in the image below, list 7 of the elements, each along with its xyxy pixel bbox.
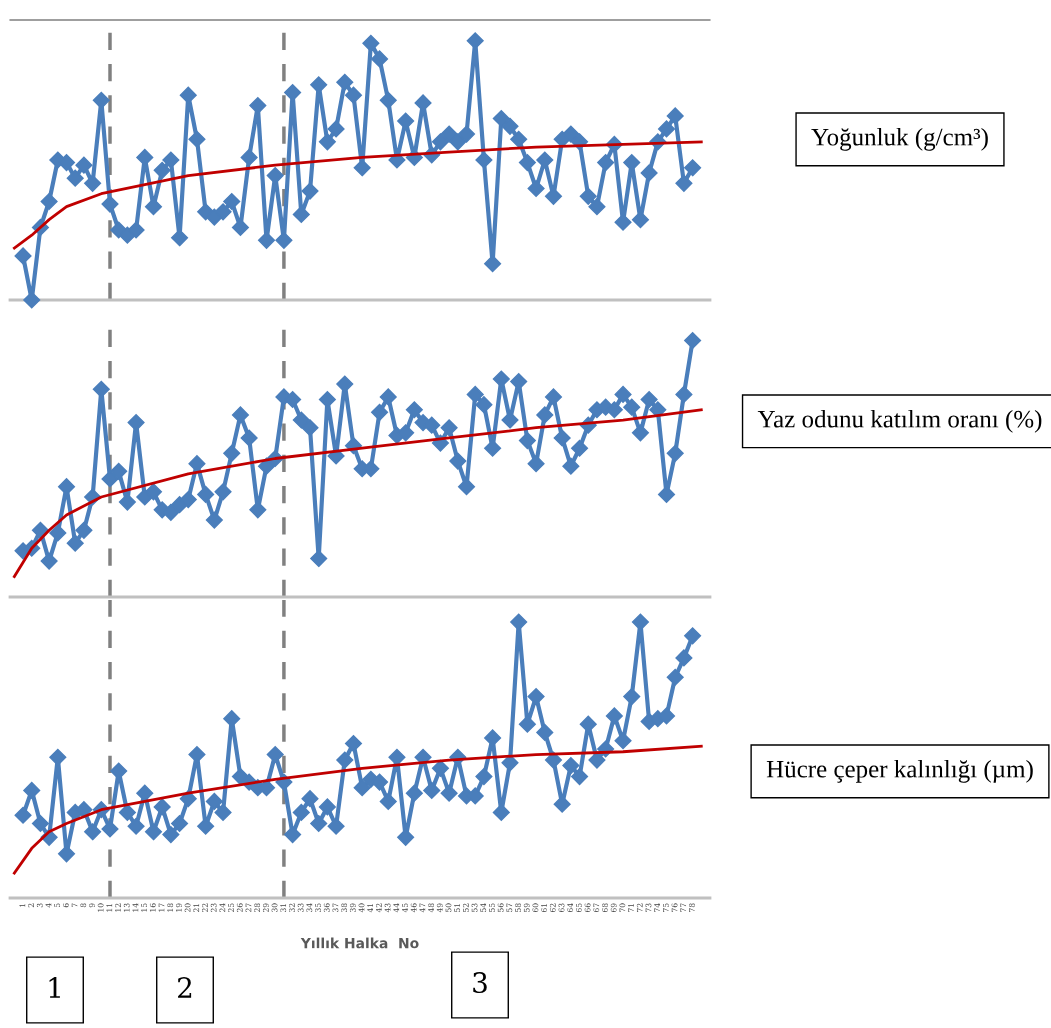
y-axis-title: Yoğunluk (g/cm³) [811,128,988,151]
y-axis-title: Yaz odunu katılım oranı (%) [757,410,1042,433]
text: 1 [49,977,60,998]
x-axis-title: Yıllık Halka No [300,937,419,949]
text: 2 [178,977,192,998]
text: 3 [473,972,487,994]
y-axis-title: Hücre çeper kalınlığı (µm) [766,760,1033,783]
